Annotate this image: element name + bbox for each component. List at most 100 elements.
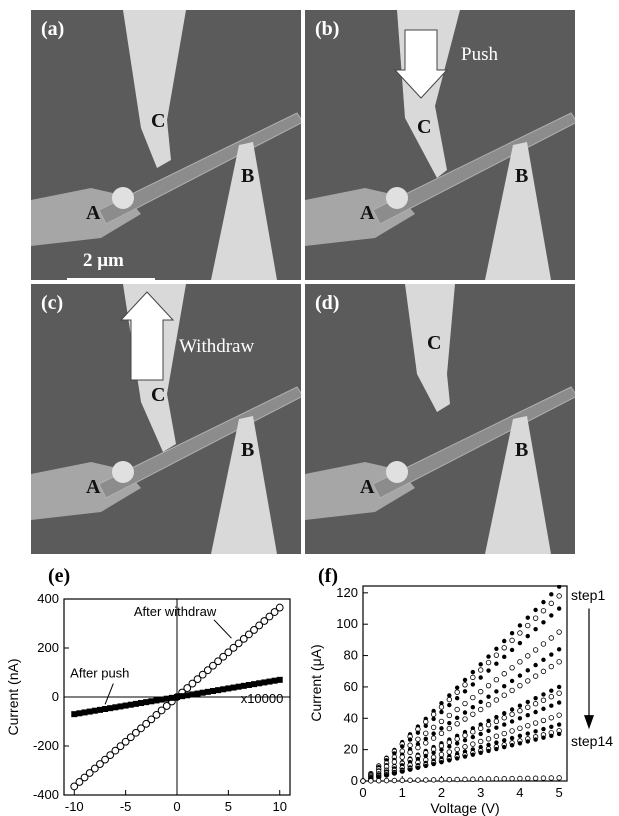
data-point-step6 [446,725,453,732]
data-point-after-withdraw [85,769,94,777]
data-point-step9 [439,747,444,752]
data-point-step14 [532,775,539,781]
data-point-step3 [407,737,413,742]
data-point-step13 [525,739,530,744]
data-point-step3 [533,627,538,632]
data-point-step3 [400,744,405,749]
data-point-step4 [532,647,539,653]
data-point-after-push [153,697,160,704]
data-point-step2 [423,719,429,725]
data-point-step9 [423,753,428,759]
data-point-step4 [423,730,429,737]
data-point-step6 [532,673,539,679]
data-point-after-withdraw [214,657,222,666]
data-point-step2 [532,615,539,621]
data-point-step14 [383,777,390,784]
data-point-after-push [271,677,278,684]
data-point-step3 [447,702,452,708]
data-point-step3 [549,613,554,618]
data-point-step2 [438,704,445,710]
data-point-step1 [454,685,460,690]
data-point-step6 [438,730,445,737]
data-point-step11 [549,724,554,730]
data-point-step9 [431,750,436,755]
data-point-after-push [199,689,206,696]
data-point-step13 [462,754,468,759]
data-point-step6 [399,754,405,760]
data-point-after-push [204,688,211,695]
data-point-after-push [71,711,78,718]
data-point-step2 [517,630,523,636]
data-point-step8 [556,690,562,696]
data-point-step5 [509,678,515,684]
data-point-step5 [478,699,483,705]
data-point-after-push [225,685,232,692]
data-point-step4 [525,653,531,659]
data-point-step6 [493,697,500,703]
data-point-step6 [462,716,468,722]
data-point-step7 [502,711,507,716]
sem-panel-d: (d) A B C [305,284,575,554]
data-point-after-push [245,681,252,688]
data-point-after-push [276,676,283,683]
chart-f: 0 1 2 3 4 5 0 20 40 60 80 100 120 Voltage (V) Current … [308,585,613,816]
data-point-step1 [502,638,507,644]
data-point-step8 [548,694,555,700]
tip-label-c: C [417,116,432,138]
data-point-step10 [548,715,555,721]
panel-label: (d) [315,292,340,314]
data-point-step3 [502,654,507,660]
data-point-step8 [501,715,507,721]
data-point-step2 [430,711,437,718]
data-point-step4 [493,677,500,683]
annotation-pointer [213,619,232,639]
data-point-step3 [486,668,491,673]
data-point-after-withdraw [80,773,89,782]
data-point-after-push [112,704,119,711]
y-tick-label: 0 [52,689,59,704]
data-point-after-push [235,683,242,690]
data-point-step9 [478,731,483,737]
data-point-step2 [548,600,555,607]
data-point-step9 [470,734,476,740]
data-point-after-withdraw [275,603,284,612]
data-point-after-push [230,684,237,691]
data-point-step9 [494,725,499,730]
y-axis-label: Current (nA) [5,658,21,735]
data-point-step5 [423,736,428,742]
data-point-step14 [462,776,468,783]
data-point-step11 [478,744,483,750]
data-point-step1 [517,623,523,628]
chart-label-f: (f) [318,565,338,587]
data-point-step1 [470,669,476,675]
data-point-step10 [509,728,515,734]
tip-label-b: B [241,439,255,461]
data-point-step7 [533,696,538,701]
x-tick-label: 3 [477,785,484,800]
data-point-after-push [184,692,191,699]
tip-label-a: A [86,202,101,224]
data-point-after-withdraw [132,728,140,737]
data-point-after-push [179,693,186,700]
data-point-step3 [525,633,530,639]
data-point-step11 [486,742,491,748]
data-point-step11 [502,738,507,743]
sem-panel-a: (a) A B C 2 μm [31,10,301,280]
data-point-step14 [399,777,405,784]
y-tick-label: -400 [33,787,59,802]
data-point-step5 [494,689,499,694]
data-point-step4 [540,641,547,647]
data-point-step11 [533,729,538,734]
y-tick-label: -200 [33,738,59,753]
data-point-after-withdraw [270,608,279,616]
x-tick-label: 0 [173,799,180,814]
data-point-after-push [168,694,175,701]
annotation-x10000: x10000 [241,691,284,706]
data-point-step6 [477,706,484,713]
data-point-after-push [138,700,145,707]
tip-label-b: B [515,439,529,461]
data-point-after-withdraw [70,782,79,791]
data-point-step10 [532,720,539,726]
data-point-step2 [525,622,531,629]
data-point-step3 [478,675,483,680]
